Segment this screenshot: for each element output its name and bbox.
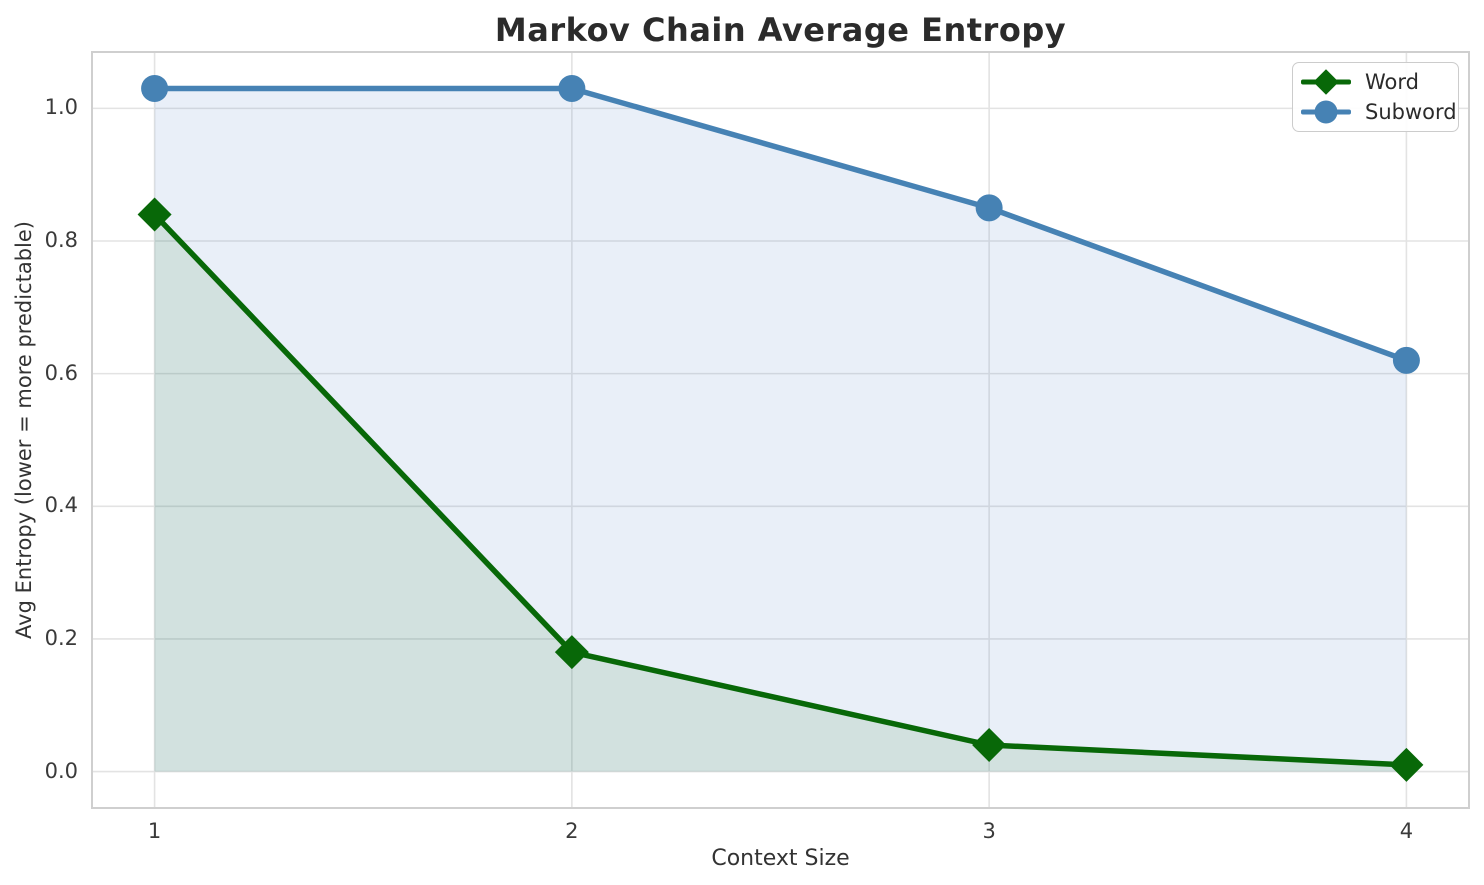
marker-subword-point <box>141 74 169 102</box>
circle-icon <box>1314 100 1338 124</box>
y-tick-label: 0.2 <box>44 625 78 650</box>
y-tick-label: 1.0 <box>44 95 78 120</box>
x-tick-label: 4 <box>1399 819 1414 843</box>
legend-label: Word <box>1365 70 1419 94</box>
marker-word-point <box>554 635 589 670</box>
y-axis-label: Avg Entropy (lower = more predictable) <box>12 221 36 639</box>
chart-title: Markov Chain Average Entropy <box>494 11 1067 49</box>
x-tick-label: 1 <box>147 819 162 843</box>
legend-item-subword: Subword <box>1301 97 1457 127</box>
marker-subword-point <box>1392 346 1420 374</box>
line-word <box>152 212 1407 768</box>
line-subword <box>154 85 1408 363</box>
y-tick-label: 0.0 <box>44 758 78 783</box>
legend-label: Subword <box>1365 100 1457 124</box>
x-axis-label: Context Size <box>711 846 850 871</box>
legend: Word Subword <box>1292 62 1459 132</box>
x-tick-label: 3 <box>982 819 996 843</box>
diamond-icon <box>1313 69 1339 95</box>
plot-border <box>91 51 1470 809</box>
marker-subword-point <box>975 194 1003 222</box>
area-fill-subword <box>154 88 1407 772</box>
marker-subword-point <box>558 74 586 102</box>
legend-item-word: Word <box>1301 67 1448 97</box>
marker-word-point <box>972 728 1007 762</box>
area-fill-word <box>154 214 1407 772</box>
marker-word-point <box>137 197 172 232</box>
y-tick-label: 0.8 <box>44 227 78 252</box>
diamond-marker-icon <box>1301 69 1351 95</box>
marker-word-point <box>1389 747 1424 782</box>
y-tick-label: 0.6 <box>44 360 78 385</box>
x-tick-label: 2 <box>565 819 579 843</box>
circle-marker-icon <box>1301 100 1351 124</box>
y-tick-label: 0.4 <box>44 493 78 518</box>
